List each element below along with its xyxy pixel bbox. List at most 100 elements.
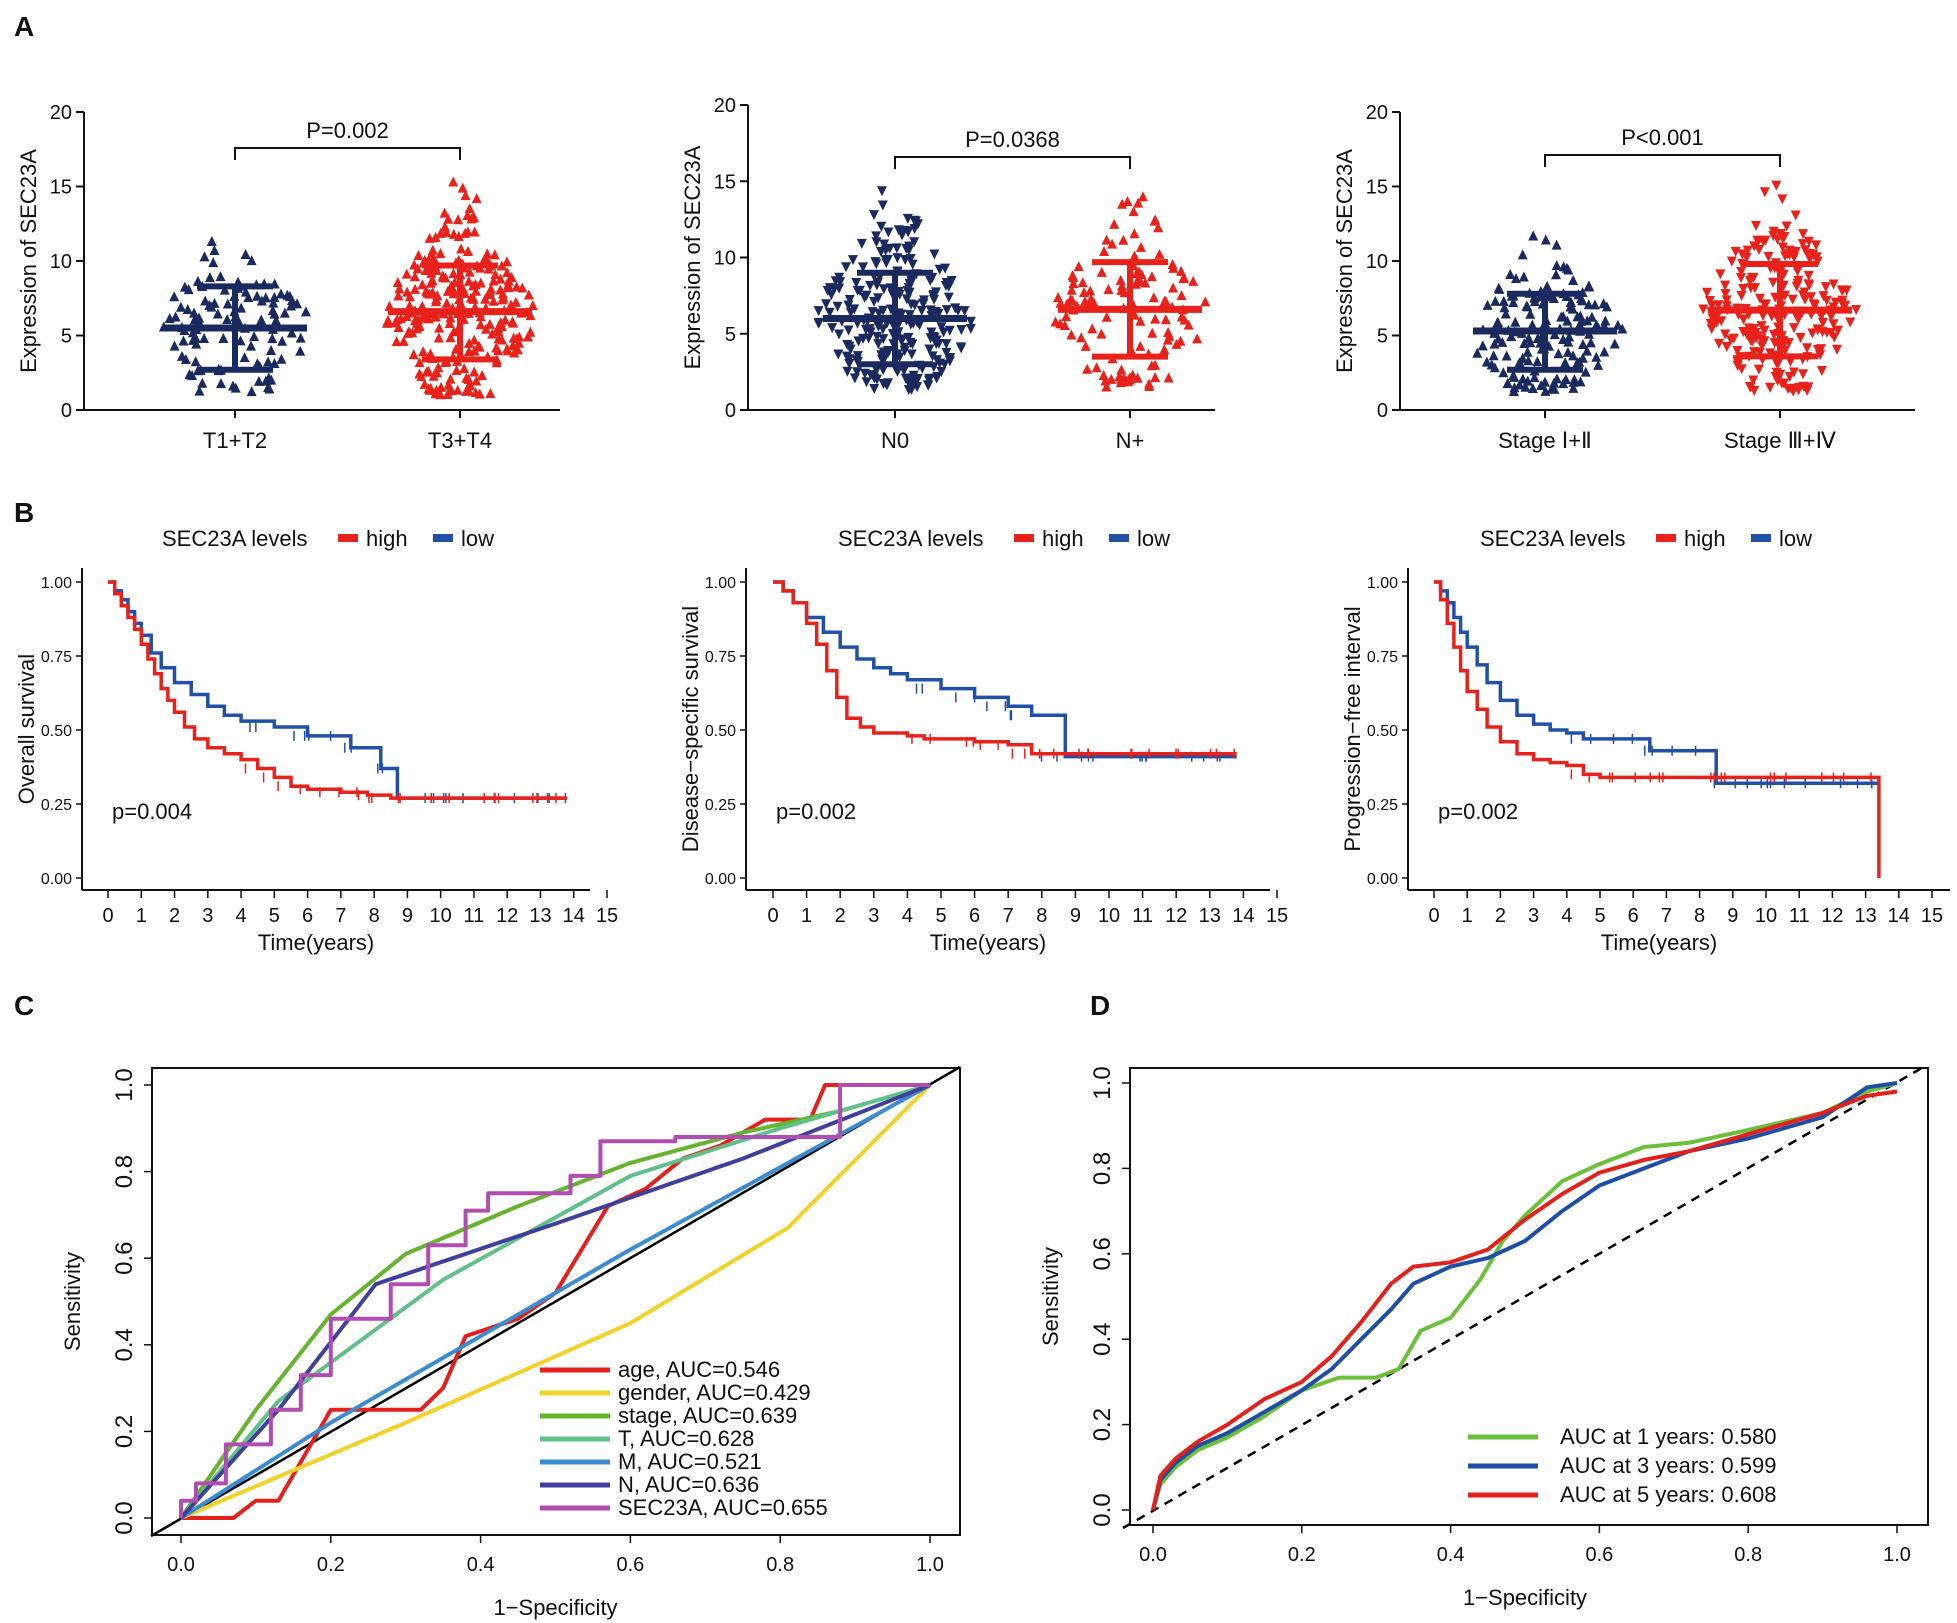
- data-point: [431, 293, 442, 304]
- data-point: [475, 311, 486, 322]
- data-point: [428, 370, 439, 381]
- x-tick-label: 0.6: [616, 1554, 644, 1576]
- data-point: [267, 333, 278, 344]
- data-point: [944, 325, 955, 336]
- survival-curve-low: [108, 580, 568, 800]
- data-point: [925, 305, 936, 316]
- data-point: [394, 283, 405, 294]
- data-point: [941, 305, 952, 316]
- y-tick-label: 0.00: [705, 871, 736, 888]
- data-point: [436, 381, 447, 392]
- data-point: [1792, 266, 1803, 277]
- data-point: [1067, 295, 1078, 306]
- data-point: [1077, 277, 1088, 288]
- x-tick-label: 7: [1003, 905, 1014, 927]
- data-point: [1517, 352, 1528, 363]
- censor-marks-high: [244, 763, 557, 804]
- data-point: [841, 351, 852, 362]
- data-point: [445, 373, 456, 384]
- x-tick-label: 0.8: [766, 1554, 794, 1576]
- data-point: [1076, 332, 1087, 343]
- data-point: [425, 382, 436, 393]
- y-tick-label: 10: [50, 251, 72, 273]
- data-point: [880, 255, 891, 266]
- data-point: [1176, 290, 1187, 301]
- data-point: [1749, 241, 1760, 252]
- data-point: [448, 326, 459, 337]
- data-point: [1529, 296, 1540, 307]
- x-tick-label: 11: [464, 905, 485, 927]
- data-point: [1153, 222, 1164, 233]
- data-point: [902, 285, 913, 296]
- data-point: [169, 291, 180, 302]
- p-value-label: p=0.002: [776, 799, 856, 824]
- data-point: [824, 283, 835, 294]
- legend-entry-high: high: [1042, 526, 1084, 551]
- data-point: [468, 212, 479, 223]
- data-point: [891, 243, 902, 254]
- x-tick-label: 13: [1199, 905, 1221, 927]
- data-points-0: [158, 235, 311, 397]
- y-tick-label: 1.0: [1089, 1066, 1116, 1099]
- data-point: [209, 297, 220, 308]
- y-tick-label: 10: [714, 248, 736, 270]
- data-point: [1499, 302, 1510, 313]
- data-point: [1540, 234, 1551, 245]
- data-point: [824, 307, 835, 318]
- data-point: [1787, 294, 1798, 305]
- data-point: [423, 365, 434, 376]
- data-point: [463, 275, 474, 286]
- legend-title: SEC23A levels: [162, 526, 308, 551]
- x-tick-label: 15: [596, 905, 618, 927]
- y-tick-label: 0.25: [705, 797, 736, 814]
- data-point: [1129, 228, 1140, 239]
- data-point: [1738, 314, 1749, 325]
- data-point: [411, 317, 422, 328]
- data-point: [1192, 333, 1203, 344]
- y-tick-label: 0.75: [705, 649, 736, 666]
- dot-plot-n-stage: 0 5 10 15 20 Expression of SEC23A N0 N+ P=0.0368: [680, 95, 1215, 453]
- data-point: [269, 358, 280, 369]
- x-tick-label: 0.2: [317, 1554, 345, 1576]
- data-point: [1584, 281, 1595, 292]
- data-point: [941, 339, 952, 350]
- data-point: [1509, 371, 1520, 382]
- data-point: [230, 382, 241, 393]
- data-point: [1510, 273, 1521, 284]
- data-point: [1490, 295, 1501, 306]
- x-tick-label: 6: [969, 905, 980, 927]
- data-point: [876, 221, 887, 232]
- data-point: [1498, 295, 1509, 306]
- data-point: [1758, 236, 1769, 247]
- data-point: [1788, 367, 1799, 378]
- y-tick-label: 15: [714, 171, 736, 193]
- data-point: [1494, 283, 1505, 294]
- data-point: [870, 257, 881, 268]
- legend-entry: T, AUC=0.628: [618, 1426, 754, 1451]
- y-tick-label: 20: [714, 95, 736, 117]
- data-point: [282, 289, 293, 300]
- data-point: [1765, 382, 1776, 393]
- data-point: [489, 249, 500, 260]
- data-point: [439, 221, 450, 232]
- data-point: [410, 283, 421, 294]
- data-point: [502, 266, 513, 277]
- data-point: [899, 346, 910, 357]
- data-point: [460, 190, 471, 201]
- data-point: [1725, 335, 1736, 346]
- data-point: [1795, 333, 1806, 344]
- legend-title: SEC23A levels: [1480, 526, 1626, 551]
- data-point: [1798, 369, 1809, 380]
- data-point: [1162, 334, 1173, 345]
- data-point: [1505, 269, 1516, 280]
- data-point: [1754, 293, 1765, 304]
- x-tick-label: 4: [236, 905, 247, 927]
- legend-entry-low: low: [461, 526, 494, 551]
- data-point: [1591, 351, 1602, 362]
- x-tick-label: 9: [402, 905, 413, 927]
- data-point: [1797, 239, 1808, 250]
- data-point: [861, 377, 872, 388]
- data-point: [441, 227, 452, 238]
- data-point: [1500, 308, 1511, 319]
- data-point: [1529, 372, 1540, 383]
